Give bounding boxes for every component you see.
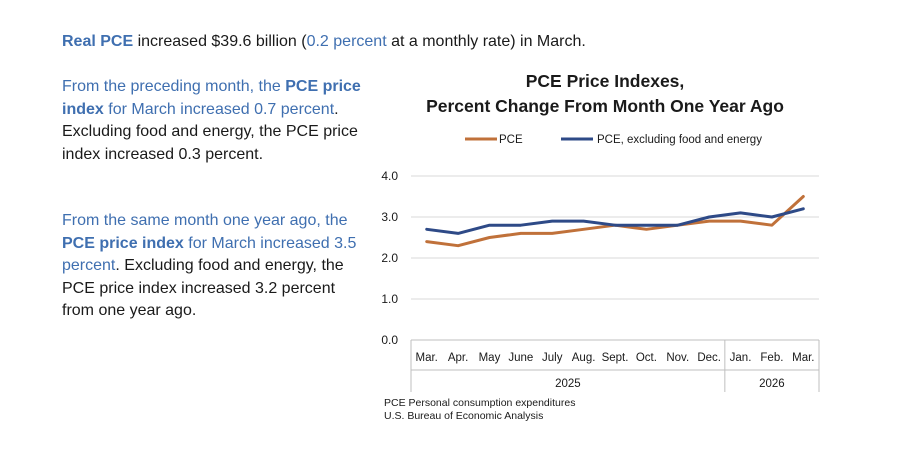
para2-excluding: . Excluding food and energy, the PCE pri… bbox=[62, 257, 344, 319]
y-tick-label: 2.0 bbox=[381, 251, 398, 265]
x-tick-label: Sept. bbox=[602, 352, 629, 364]
para1-pce-price-index: PCE price index bbox=[62, 78, 361, 118]
yearly-change-paragraph: From the same month one year ago, the PC… bbox=[62, 210, 362, 323]
x-tick-label: Jan. bbox=[730, 352, 752, 364]
series-line-pce bbox=[425, 195, 805, 248]
y-tick-label: 3.0 bbox=[381, 210, 398, 224]
chart-title: PCE Price Indexes, Percent Change From M… bbox=[420, 69, 790, 119]
chart-title-line1: PCE Price Indexes, bbox=[525, 71, 685, 91]
headline-percent: 0.2 percent bbox=[306, 33, 387, 50]
x-tick-label: Dec. bbox=[697, 352, 721, 364]
x-tick-label: Apr. bbox=[448, 352, 468, 364]
x-tick-label: Mar. bbox=[416, 352, 438, 364]
para1-excluding: . Excluding food and energy, the PCE pri… bbox=[62, 100, 358, 163]
x-tick-label: Nov. bbox=[666, 352, 689, 364]
y-tick-label: 0.0 bbox=[381, 333, 398, 347]
headline-text-end: at a monthly rate) in March. bbox=[386, 33, 586, 50]
chart-source: PCE Personal consumption expenditures U.… bbox=[384, 397, 575, 423]
x-tick-label: July bbox=[542, 352, 563, 364]
year-group-label: 2026 bbox=[759, 378, 785, 390]
source-line1: PCE Personal consumption expenditures bbox=[384, 397, 576, 409]
legend-label: PCE bbox=[499, 134, 523, 146]
y-tick-label: 1.0 bbox=[381, 292, 398, 306]
headline: Real PCE increased $39.6 billion (0.2 pe… bbox=[62, 31, 822, 53]
year-group-label: 2025 bbox=[555, 378, 581, 390]
x-tick-label: Mar. bbox=[792, 352, 814, 364]
para1-intro: From the preceding month, the bbox=[62, 78, 286, 95]
headline-real-pce: Real PCE bbox=[62, 33, 134, 50]
legend-label: PCE, excluding food and energy bbox=[597, 134, 762, 146]
x-tick-label: Aug. bbox=[572, 352, 596, 364]
x-tick-label: June bbox=[508, 352, 533, 364]
chart-title-line2: Percent Change From Month One Year Ago bbox=[426, 96, 784, 116]
x-tick-label: Oct. bbox=[636, 352, 657, 364]
y-tick-label: 4.0 bbox=[381, 169, 398, 183]
monthly-change-paragraph: From the preceding month, the PCE price … bbox=[62, 76, 362, 166]
x-tick-label: Feb. bbox=[760, 352, 783, 364]
x-tick-label: May bbox=[479, 352, 501, 364]
para2-intro: From the same month one year ago, the bbox=[62, 212, 348, 229]
headline-text: increased $39.6 billion ( bbox=[133, 33, 307, 50]
source-line2: U.S. Bureau of Economic Analysis bbox=[384, 410, 544, 422]
para1-increase: for March increased 0.7 percent bbox=[103, 100, 335, 118]
para2-pce-price-index: PCE price index bbox=[62, 234, 184, 252]
para2-increase: for March increased 3.5 percent bbox=[62, 234, 357, 275]
series-line-pce-core bbox=[425, 207, 805, 235]
